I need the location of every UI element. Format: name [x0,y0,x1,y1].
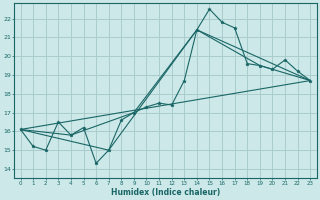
X-axis label: Humidex (Indice chaleur): Humidex (Indice chaleur) [111,188,220,197]
